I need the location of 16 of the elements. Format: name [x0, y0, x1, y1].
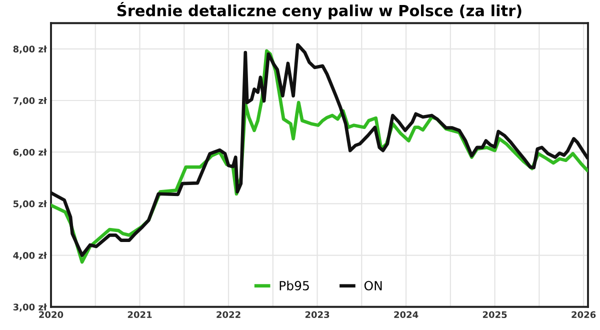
x-tick-label: 2025 — [482, 311, 507, 318]
y-tick-label: 4,00 zł — [13, 252, 48, 260]
y-tick-label: 3,00 zł — [13, 303, 48, 312]
x-tick-label: 2022 — [216, 311, 240, 318]
y-tick-label: 6,00 zł — [13, 148, 48, 157]
y-tick-label: 8,00 zł — [13, 45, 48, 54]
y-tick-label: 5,00 zł — [14, 200, 48, 208]
x-tick-label: 2020 — [39, 311, 64, 318]
legend-label: Pb95 — [280, 280, 309, 290]
x-tick-label: 2023 — [305, 311, 330, 318]
chart-title: Średnie detaliczne ceny paliw w Polsce (za litr) — [117, 2, 522, 20]
x-tick-label: 2024 — [394, 311, 418, 318]
y-tick-label: 7,00 zł — [13, 97, 48, 106]
x-tick-label: 2021 — [128, 311, 152, 318]
legend-label: ON — [364, 280, 382, 290]
x-tick-label: 2026 — [572, 311, 596, 318]
